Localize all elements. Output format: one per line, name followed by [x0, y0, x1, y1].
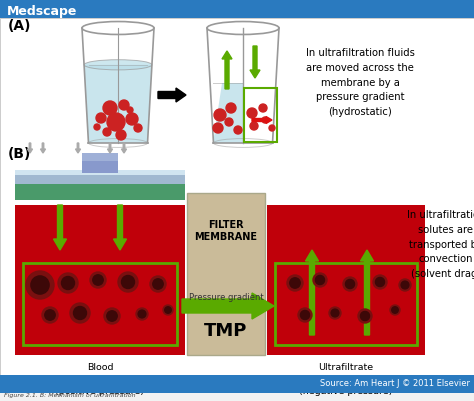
Circle shape — [103, 128, 111, 136]
Circle shape — [331, 309, 339, 317]
Circle shape — [150, 276, 166, 292]
Text: Ultrafiltrate
compartment
(negative pressure): Ultrafiltrate compartment (negative pres… — [299, 363, 392, 396]
Circle shape — [358, 309, 372, 323]
FancyArrow shape — [306, 250, 319, 335]
Text: Pressure gradient: Pressure gradient — [189, 294, 264, 302]
Circle shape — [298, 308, 312, 322]
Circle shape — [119, 100, 129, 110]
Circle shape — [165, 307, 171, 313]
Circle shape — [247, 108, 257, 118]
Circle shape — [301, 310, 310, 320]
FancyBboxPatch shape — [0, 18, 474, 375]
Circle shape — [213, 123, 223, 133]
Circle shape — [70, 303, 90, 323]
Text: In ultrafiltration fluids
are moved across the
membrane by a
pressure gradient
(: In ultrafiltration fluids are moved acro… — [306, 48, 414, 117]
FancyBboxPatch shape — [0, 0, 474, 18]
Circle shape — [107, 311, 117, 321]
Circle shape — [390, 305, 400, 315]
FancyArrow shape — [250, 46, 260, 78]
Circle shape — [214, 109, 226, 121]
Circle shape — [262, 117, 268, 123]
Circle shape — [73, 306, 86, 320]
Circle shape — [316, 275, 325, 285]
Text: Medscape: Medscape — [7, 6, 77, 18]
Circle shape — [42, 307, 58, 323]
Circle shape — [343, 277, 357, 291]
Circle shape — [104, 308, 120, 324]
FancyBboxPatch shape — [82, 153, 118, 173]
FancyArrow shape — [75, 143, 81, 153]
Circle shape — [138, 310, 146, 318]
Circle shape — [58, 273, 78, 293]
Circle shape — [226, 103, 236, 113]
FancyBboxPatch shape — [0, 375, 474, 393]
Circle shape — [93, 275, 103, 285]
Text: (A): (A) — [8, 19, 31, 33]
Circle shape — [375, 277, 384, 287]
FancyBboxPatch shape — [82, 153, 118, 161]
Circle shape — [134, 124, 142, 132]
Circle shape — [90, 272, 106, 288]
Text: (B): (B) — [8, 147, 31, 161]
FancyArrow shape — [108, 143, 112, 153]
Ellipse shape — [84, 60, 152, 70]
Circle shape — [346, 279, 355, 289]
FancyBboxPatch shape — [15, 205, 185, 355]
FancyBboxPatch shape — [183, 299, 193, 313]
Circle shape — [45, 310, 55, 320]
Circle shape — [313, 273, 327, 287]
Circle shape — [107, 113, 125, 131]
Circle shape — [373, 275, 387, 289]
Circle shape — [269, 125, 275, 131]
FancyArrow shape — [40, 143, 46, 153]
FancyArrow shape — [182, 293, 274, 319]
Circle shape — [116, 130, 126, 140]
Circle shape — [126, 113, 138, 125]
Circle shape — [136, 308, 148, 320]
FancyArrow shape — [27, 143, 33, 153]
FancyBboxPatch shape — [15, 184, 185, 200]
Circle shape — [329, 307, 341, 319]
Text: Figure 2.1. B: Mechanism of ultrafiltration: Figure 2.1. B: Mechanism of ultrafiltrat… — [4, 393, 136, 397]
Circle shape — [163, 305, 173, 315]
FancyArrow shape — [361, 250, 374, 335]
Polygon shape — [84, 65, 152, 143]
Circle shape — [103, 101, 117, 115]
Circle shape — [399, 279, 411, 291]
Circle shape — [250, 122, 258, 130]
Circle shape — [401, 281, 409, 289]
FancyBboxPatch shape — [15, 170, 185, 184]
Circle shape — [26, 271, 54, 299]
Text: In ultrafiltration
solutes are
transported by
convection
(solvent drag): In ultrafiltration solutes are transport… — [407, 210, 474, 279]
Text: Source: Am Heart J © 2011 Elsevier: Source: Am Heart J © 2011 Elsevier — [320, 379, 470, 389]
Circle shape — [287, 275, 303, 291]
Circle shape — [127, 107, 133, 113]
Circle shape — [153, 279, 163, 289]
FancyArrow shape — [121, 143, 127, 153]
Circle shape — [94, 124, 100, 130]
Circle shape — [290, 278, 300, 288]
FancyArrow shape — [158, 88, 186, 102]
Text: Blood
compartment
(positive pressure): Blood compartment (positive pressure) — [55, 363, 145, 396]
Circle shape — [234, 126, 242, 134]
FancyArrow shape — [252, 117, 272, 124]
FancyBboxPatch shape — [187, 193, 265, 355]
Circle shape — [31, 276, 49, 294]
FancyArrow shape — [54, 205, 66, 250]
Text: TMP: TMP — [204, 322, 248, 340]
FancyArrow shape — [113, 205, 127, 250]
Circle shape — [392, 307, 398, 313]
Circle shape — [118, 272, 138, 292]
Polygon shape — [213, 83, 243, 143]
Circle shape — [259, 104, 267, 112]
Circle shape — [360, 312, 370, 320]
Circle shape — [121, 275, 135, 288]
Circle shape — [62, 277, 74, 290]
Text: FILTER
MEMBRANE: FILTER MEMBRANE — [194, 220, 257, 242]
FancyBboxPatch shape — [15, 170, 185, 175]
Circle shape — [96, 113, 106, 123]
FancyBboxPatch shape — [267, 205, 425, 355]
FancyArrow shape — [222, 51, 232, 89]
Circle shape — [225, 118, 233, 126]
